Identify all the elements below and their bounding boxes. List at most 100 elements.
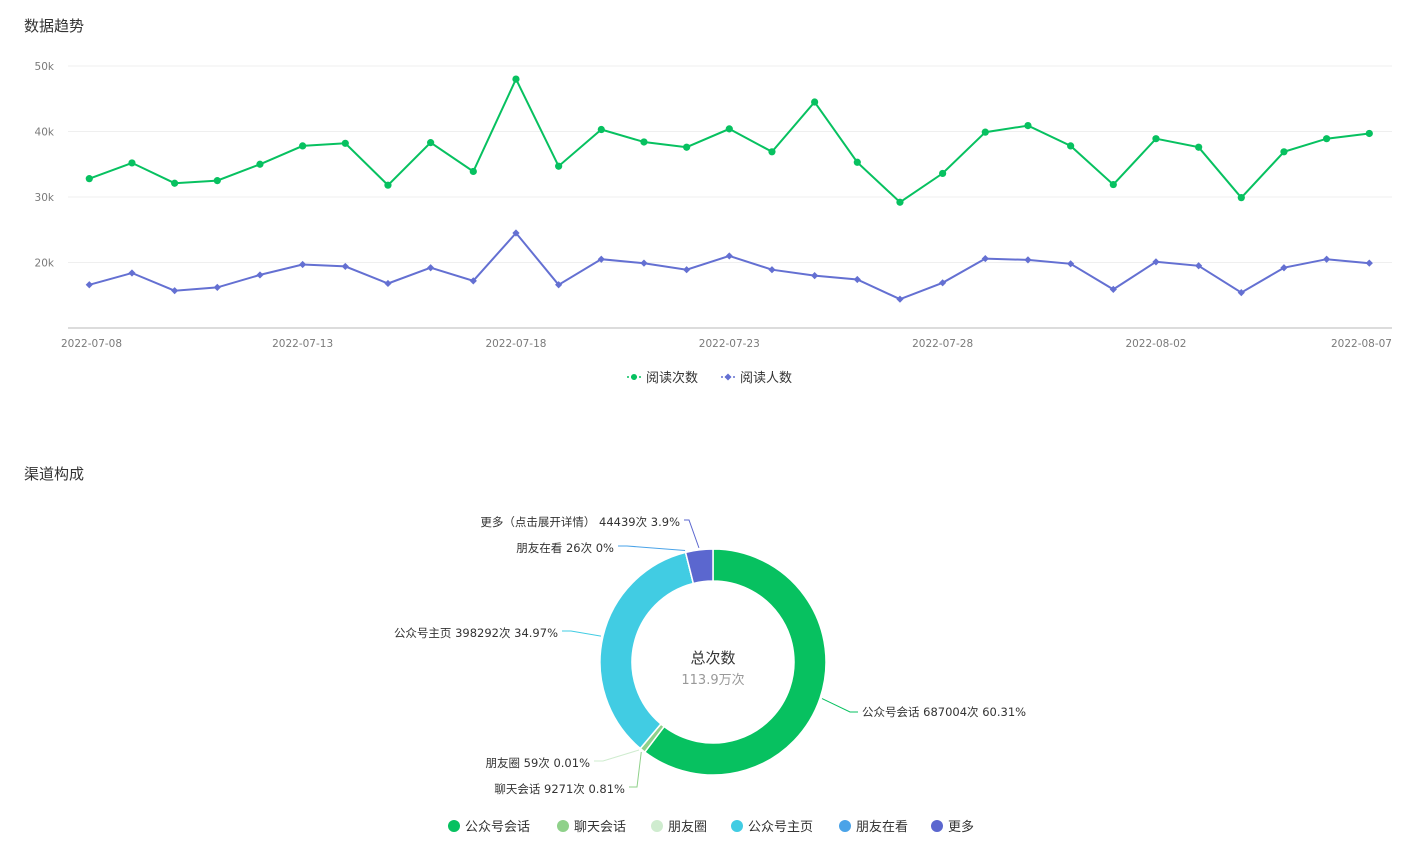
legend-item-chat-session[interactable]: 聊天会话 [557, 820, 626, 835]
data-point[interactable] [640, 138, 648, 146]
legend-item-official-homepage[interactable]: 公众号主页 [731, 820, 813, 835]
series-line-read-count [88, 76, 1370, 204]
donut-center-title: 总次数 [690, 649, 735, 667]
x-tick-label: 2022-07-08 [61, 338, 122, 350]
label-leader-line [684, 519, 700, 549]
legend-label: 聊天会话 [574, 820, 626, 835]
legend-label: 阅读次数 [646, 370, 698, 386]
data-point[interactable] [683, 143, 691, 151]
data-point[interactable] [128, 159, 136, 167]
data-point[interactable] [896, 295, 904, 303]
slice-data-label-moments: 朋友圈 59次 0.01% [486, 756, 591, 770]
data-point[interactable] [341, 139, 349, 147]
data-point[interactable] [1237, 289, 1245, 297]
slice-data-label-official-session: 公众号会话 687004次 60.31% [862, 705, 1026, 719]
data-point[interactable] [1280, 264, 1288, 272]
data-point[interactable] [1323, 135, 1331, 143]
data-point[interactable] [512, 229, 520, 237]
data-point[interactable] [213, 177, 221, 185]
label-leader-line [562, 630, 602, 637]
data-point[interactable] [768, 266, 776, 274]
donut-slice-official-homepage[interactable] [599, 551, 695, 750]
data-point[interactable] [555, 162, 563, 170]
data-point[interactable] [597, 255, 605, 263]
donut-slice-more[interactable] [684, 548, 714, 585]
data-point[interactable] [640, 259, 648, 267]
data-point[interactable] [811, 98, 819, 106]
data-point[interactable] [512, 75, 520, 83]
reading-trend-line-chart: 50k 40k 30k 20k 2022-07-08 2022-07-13 2022-07… [35, 61, 1392, 386]
data-point[interactable] [939, 169, 947, 178]
data-point[interactable] [213, 283, 221, 291]
data-point[interactable] [427, 264, 435, 272]
y-tick-label: 20k [35, 258, 55, 270]
data-point[interactable] [256, 160, 264, 168]
data-point[interactable] [427, 139, 435, 147]
legend-dot-icon [448, 820, 460, 832]
data-point[interactable] [171, 179, 179, 187]
data-point[interactable] [469, 277, 477, 285]
legend-item-more[interactable]: 更多 [931, 819, 974, 835]
legend-circle-icon [631, 374, 637, 380]
data-point[interactable] [1109, 180, 1117, 189]
data-point[interactable] [1237, 194, 1245, 202]
donut-slice-official-session[interactable] [643, 548, 827, 776]
data-point[interactable] [85, 281, 93, 289]
data-point[interactable] [1024, 256, 1032, 264]
channel-section-title: 渠道构成 [24, 465, 85, 483]
data-point[interactable] [853, 275, 861, 284]
data-point[interactable] [384, 181, 392, 189]
data-point[interactable] [683, 266, 691, 274]
data-point[interactable] [1152, 258, 1160, 266]
data-point[interactable] [1067, 260, 1075, 268]
data-point[interactable] [939, 279, 947, 287]
data-point[interactable] [256, 271, 264, 279]
data-point[interactable] [853, 158, 861, 166]
legend-label: 朋友圈 [668, 819, 707, 835]
data-point[interactable] [1109, 285, 1117, 293]
data-point[interactable] [725, 252, 733, 260]
legend-item-friends-watching[interactable]: 朋友在看 [839, 819, 908, 835]
data-point[interactable] [384, 279, 392, 288]
legend-dot-icon [731, 820, 743, 832]
data-point[interactable] [85, 175, 93, 183]
data-point[interactable] [1280, 148, 1288, 156]
data-point[interactable] [555, 281, 563, 289]
data-point[interactable] [1195, 262, 1203, 270]
legend-dot-icon [557, 820, 569, 832]
data-point[interactable] [1067, 142, 1075, 150]
x-tick-label: 2022-08-02 [1125, 338, 1186, 350]
data-point[interactable] [1152, 135, 1160, 143]
data-point[interactable] [469, 167, 477, 176]
data-point[interactable] [341, 262, 349, 271]
data-point[interactable] [981, 128, 989, 136]
x-tick-label: 2022-07-28 [912, 338, 973, 350]
data-point[interactable] [1323, 255, 1331, 263]
legend-label: 公众号主页 [748, 820, 813, 835]
data-point[interactable] [299, 142, 307, 150]
legend-label: 阅读人数 [740, 371, 792, 386]
legend-item-read-count[interactable]: 阅读次数 [627, 370, 698, 386]
data-point[interactable] [725, 125, 733, 133]
legend-item-moments[interactable]: 朋友圈 [651, 819, 707, 835]
legend-label: 更多 [948, 819, 974, 835]
legend-dot-icon [651, 820, 663, 832]
data-point[interactable] [1195, 143, 1203, 151]
data-point[interactable] [299, 260, 307, 269]
data-point[interactable] [811, 272, 819, 280]
data-point[interactable] [1365, 129, 1373, 138]
data-point[interactable] [171, 287, 179, 295]
trend-section-title: 数据趋势 [24, 17, 85, 35]
data-point[interactable] [128, 269, 136, 277]
data-point[interactable] [597, 125, 605, 134]
slice-data-label-more[interactable]: 更多（点击展开详情） 44439次 3.9% [480, 515, 680, 529]
x-tick-label: 2022-07-23 [699, 338, 760, 350]
x-tick-label: 2022-08-07 [1331, 338, 1392, 350]
legend-item-official-session[interactable]: 公众号会话 [448, 820, 530, 835]
data-point[interactable] [981, 254, 989, 263]
data-point[interactable] [896, 198, 904, 206]
data-point[interactable] [1365, 259, 1373, 267]
data-point[interactable] [1024, 122, 1032, 130]
data-point[interactable] [768, 148, 776, 156]
legend-item-reader-count[interactable]: 阅读人数 [721, 371, 792, 386]
